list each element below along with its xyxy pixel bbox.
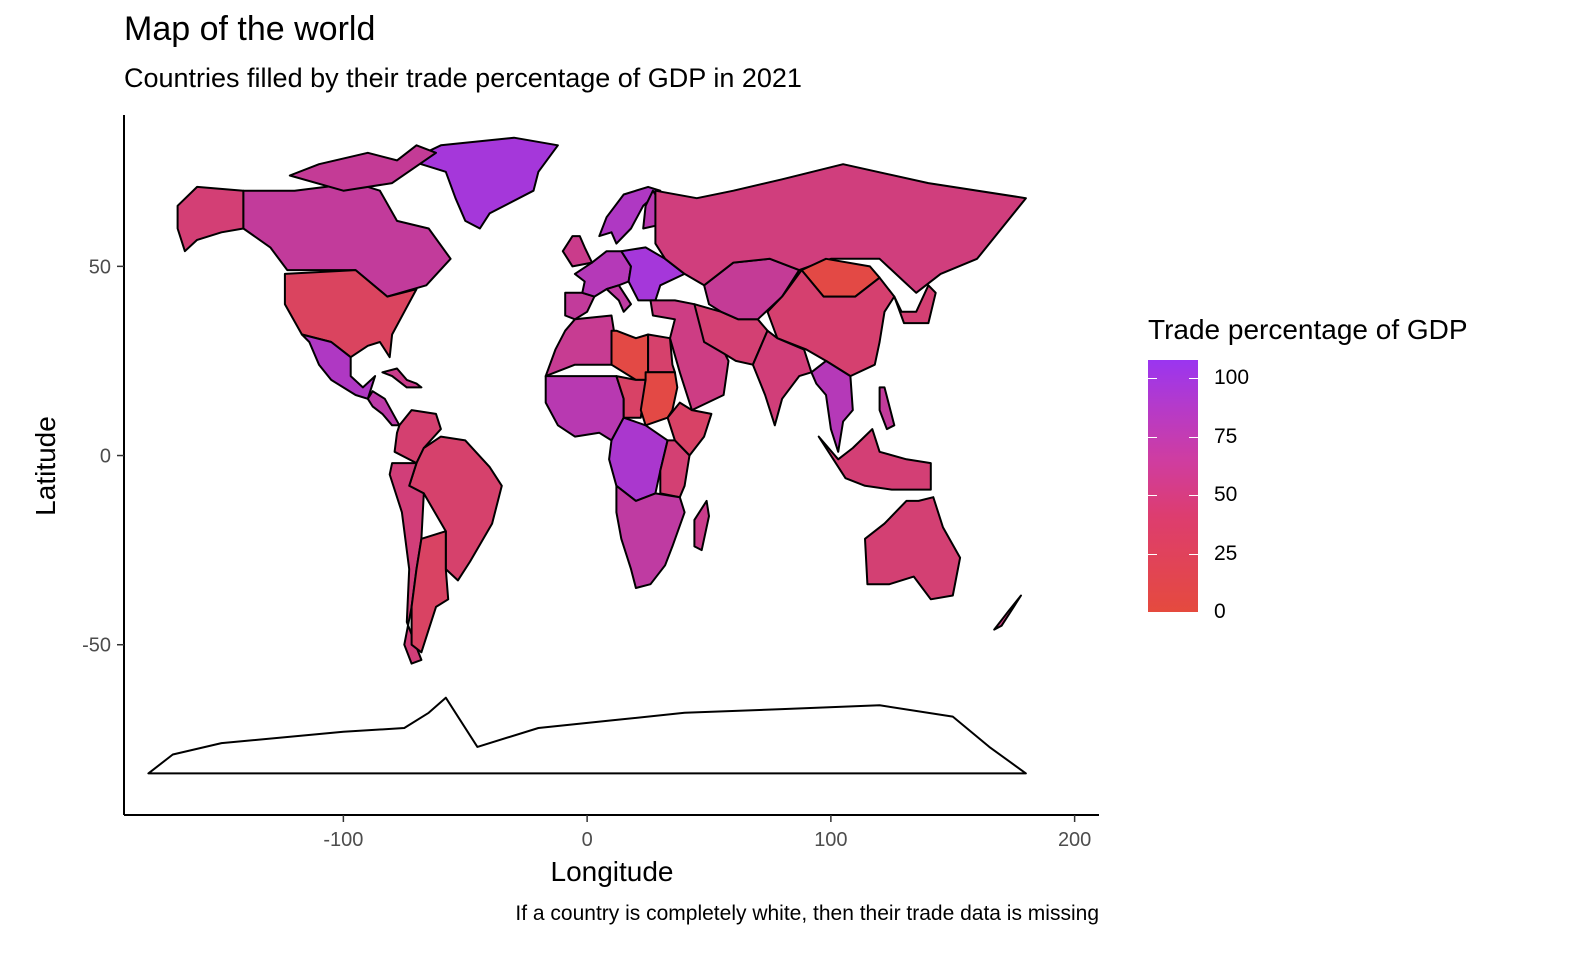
region-india (751, 329, 813, 427)
region-russia (654, 163, 1027, 294)
region-caribbean (381, 367, 423, 389)
x-tick-label: 0 (582, 829, 593, 851)
region-maghreb (544, 314, 615, 378)
region-china (766, 269, 896, 378)
region-eastern-europe (620, 246, 686, 302)
y-tick-label: 50 (89, 256, 111, 278)
region-italy-balkans (605, 284, 632, 313)
region-mexico (300, 333, 377, 400)
map-regions (147, 136, 1027, 775)
region-new-zealand (993, 594, 1022, 631)
region-antarctica (147, 696, 1027, 775)
region-chad-niger (615, 375, 647, 419)
region-southeast-asia (810, 359, 854, 453)
y-axis-title: Latitude (30, 416, 61, 516)
chart-subtitle: Countries filled by their trade percenta… (124, 63, 802, 93)
x-axis-ticks: -100 0 100 200 (323, 815, 1091, 851)
region-west-africa (544, 375, 625, 442)
legend-tick-label: 0 (1214, 600, 1226, 623)
region-madagascar (693, 499, 710, 552)
region-egypt (647, 333, 676, 374)
chart-caption: If a country is completely white, then t… (515, 902, 1099, 925)
legend-title: Trade percentage of GDP (1148, 314, 1468, 345)
legend-tick-label: 25 (1214, 541, 1238, 565)
legend-colorbar (1148, 360, 1198, 612)
region-andes-west (388, 462, 425, 665)
x-tick-label: 100 (814, 829, 847, 851)
legend-tick-label: 100 (1214, 366, 1250, 389)
x-tick-label: -100 (323, 829, 363, 851)
x-axis-title: Longitude (550, 856, 674, 887)
region-alaska (176, 185, 245, 253)
region-libya (610, 329, 650, 381)
region-central-america (366, 390, 401, 427)
y-axis-ticks: 50 0 -50 (82, 256, 124, 657)
legend-tick-label: 75 (1214, 424, 1238, 448)
region-australia (864, 496, 962, 601)
y-tick-label: 0 (100, 446, 111, 468)
region-argentina (410, 530, 450, 654)
chart-title: Map of the world (124, 10, 376, 48)
legend-tick-label: 50 (1214, 483, 1238, 506)
region-korea-japan (893, 284, 937, 325)
region-indonesia (817, 428, 932, 491)
region-greenland (408, 136, 559, 230)
region-philippines (878, 386, 896, 431)
y-tick-label: -50 (82, 635, 111, 657)
region-iberia (564, 291, 596, 321)
x-tick-label: 200 (1058, 829, 1091, 851)
region-central-africa (608, 416, 669, 502)
region-uk-ireland (561, 235, 593, 268)
region-southern-africa (615, 484, 686, 589)
region-east-africa (659, 439, 691, 499)
region-canadian-arctic (288, 144, 437, 192)
